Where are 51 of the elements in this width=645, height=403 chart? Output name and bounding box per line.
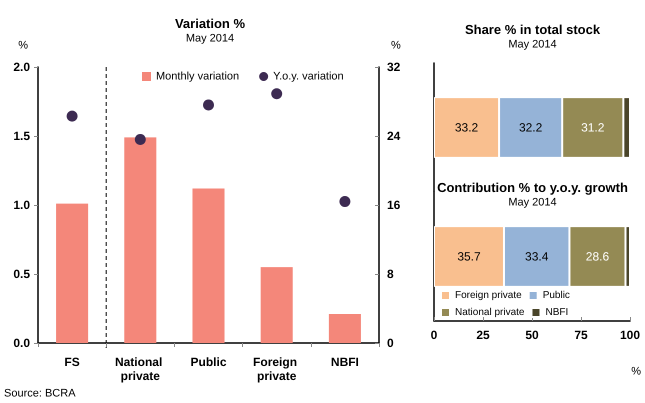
data-label: 35.7: [457, 250, 481, 264]
y-tick-label: 2.0: [13, 60, 30, 74]
x-tick-label: National private: [114, 355, 166, 383]
legend-label: NBFI: [545, 307, 568, 318]
y2-tick-label: 8: [387, 267, 394, 281]
chart-subtitle: May 2014: [508, 38, 557, 50]
x-tick-label: 100: [620, 328, 640, 342]
chart-title: Share % in total stock: [464, 22, 601, 37]
y2-tick-label: 32: [387, 60, 401, 74]
bar: [192, 188, 225, 343]
bar: [328, 314, 361, 343]
point: [134, 134, 146, 145]
data-label: 28.6: [586, 250, 610, 264]
x-tick-label: Public: [190, 355, 227, 369]
x-tick-label: 50: [525, 328, 539, 342]
bar: [260, 267, 293, 343]
chart-subtitle: May 2014: [186, 32, 234, 44]
data-label: 33.2: [454, 120, 479, 134]
y2-tick-label: 16: [387, 198, 401, 212]
chart-title: Contribution % to y.o.y. growth: [437, 180, 628, 195]
source-note: Source: BCRA: [4, 388, 76, 400]
data-label: 32.2: [518, 120, 543, 134]
x-tick-label: FS: [64, 355, 80, 369]
legend-label: Y.o.y. variation: [273, 70, 344, 82]
y-axis-title: %: [18, 40, 28, 52]
x-tick-label: 25: [476, 328, 490, 342]
x-tick-label: 75: [574, 328, 588, 342]
chart-subtitle: May 2014: [508, 196, 557, 208]
point: [271, 88, 282, 100]
y-tick-label: 1.5: [13, 129, 30, 143]
legend-label: National private: [455, 307, 525, 318]
y2-tick-label: 24: [387, 129, 401, 143]
y-tick-label: 0.5: [13, 267, 30, 281]
x-tick-label: Foreign private: [253, 355, 300, 383]
bar: [56, 204, 88, 343]
x-tick-label: NBFI: [330, 355, 359, 369]
point: [203, 99, 214, 110]
point: [66, 110, 78, 122]
bar: [124, 137, 156, 343]
x-tick-label: 0: [430, 328, 438, 342]
y-tick-label: 0.0: [13, 336, 30, 350]
y-tick-label: 1.0: [13, 198, 30, 212]
y2-axis-title: %: [391, 40, 401, 52]
legend-label: Public: [542, 290, 570, 301]
legend-label: Foreign private: [455, 290, 522, 301]
data-label: 31.2: [581, 120, 605, 134]
x-axis-title: %: [631, 366, 642, 378]
chart-title: Variation %: [174, 16, 246, 31]
data-label: 33.4: [525, 250, 549, 264]
legend-label: Monthly variation: [156, 70, 240, 82]
point: [339, 196, 350, 208]
